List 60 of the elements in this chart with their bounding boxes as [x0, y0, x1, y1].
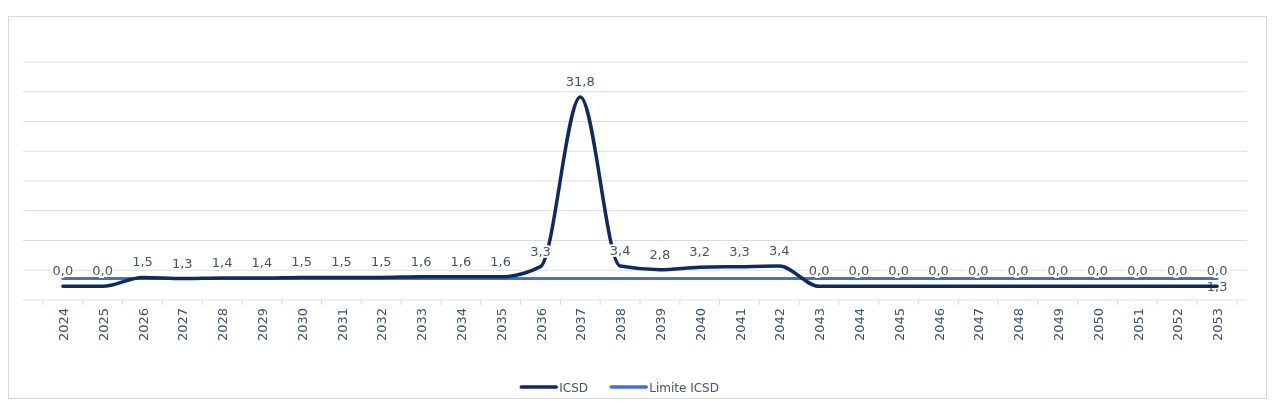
data-label: 0,0 [808, 263, 830, 279]
data-label: 0,0 [1166, 263, 1188, 279]
x-tick-label: 2031 [334, 308, 350, 342]
x-tick-label: 2035 [493, 308, 509, 342]
x-tick-label: 2027 [175, 308, 191, 342]
x-tick-label: 2028 [215, 308, 231, 342]
data-label: 0,0 [92, 263, 114, 279]
x-tick-label: 2038 [613, 308, 629, 342]
x-tick-label: 2029 [254, 308, 270, 342]
x-tick-label: 2025 [95, 308, 111, 342]
data-label: 3,4 [768, 243, 790, 259]
x-tick-label: 2044 [851, 308, 867, 342]
x-tick-label: 2048 [1011, 308, 1027, 342]
x-tick-label: 2024 [55, 308, 71, 342]
data-label: 0,0 [928, 263, 949, 279]
data-label: 0,0 [967, 263, 989, 279]
x-tick-label: 2052 [1170, 308, 1186, 342]
data-label: 0,0 [1007, 263, 1029, 279]
x-tick-label: 2033 [414, 308, 430, 342]
x-tick-label: 2037 [573, 308, 589, 342]
data-label: 1,4 [251, 254, 273, 270]
legend-label: ICSD [559, 380, 589, 395]
data-label: 1,4 [211, 254, 233, 270]
data-label: 0,0 [848, 263, 870, 279]
data-label: 1,6 [490, 253, 512, 269]
data-label: 1,5 [291, 254, 313, 270]
data-label: 1,5 [331, 254, 352, 270]
data-label: 2,8 [649, 246, 671, 262]
x-tick-label: 2047 [971, 308, 987, 342]
x-tick-label: 2030 [294, 308, 310, 342]
data-label: 3,2 [689, 244, 711, 260]
data-label: 1,6 [450, 253, 472, 269]
data-label: 0,0 [52, 263, 74, 279]
x-tick-label: 2043 [812, 308, 828, 342]
data-label: 0,0 [1047, 263, 1069, 279]
data-label: 0,0 [888, 263, 910, 279]
x-tick-label: 2053 [1210, 308, 1226, 342]
data-label: 1,6 [410, 253, 432, 269]
x-tick-label: 2041 [732, 308, 748, 342]
x-tick-label: 2050 [1090, 308, 1106, 342]
data-label: 1,5 [370, 254, 392, 270]
x-tick-label: 2039 [652, 308, 668, 342]
x-tick-label: 2046 [931, 308, 947, 342]
data-label: 0,0 [1127, 263, 1148, 279]
data-label: 1,5 [132, 254, 153, 270]
data-label: 1,3 [171, 255, 193, 271]
x-tick-label: 2034 [453, 308, 469, 342]
data-label: 0,0 [1206, 263, 1228, 279]
data-label: 3,3 [729, 243, 750, 259]
legend-label: Limite ICSD [649, 380, 719, 395]
x-tick-label: 2036 [533, 308, 549, 342]
x-tick-label: 2049 [1050, 308, 1066, 342]
data-label: 0,0 [1087, 263, 1109, 279]
x-tick-label: 2040 [692, 308, 708, 342]
x-tick-label: 2026 [135, 308, 151, 342]
x-tick-label: 2042 [772, 308, 788, 342]
x-tick-label: 2032 [374, 308, 390, 342]
x-tick-label: 2045 [891, 308, 907, 342]
x-tick-label: 2051 [1130, 308, 1146, 342]
data-label: 31,8 [565, 74, 595, 90]
